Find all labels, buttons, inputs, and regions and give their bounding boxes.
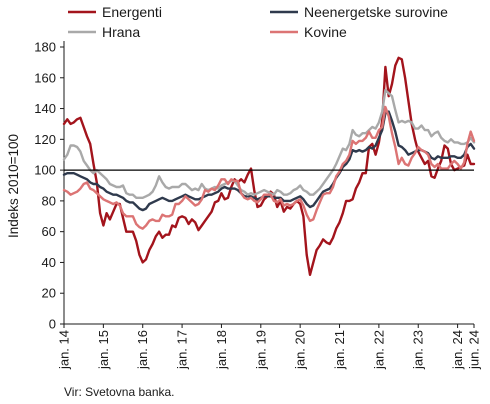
- y-tick-label: 20: [42, 286, 56, 301]
- x-axis: jan. 14 jan. 15 jan. 16 jan. 17 jan. 18 jan. …: [57, 323, 482, 370]
- y-tick-label: 40: [42, 255, 56, 270]
- legend-label-neenergetske-surovine: Neenergetske surovine: [304, 4, 448, 20]
- x-tick-label: jan. 23: [411, 330, 426, 370]
- y-tick-label: 120: [34, 132, 56, 147]
- x-tick-label: jan. 18: [214, 330, 229, 370]
- x-tick-label: jan. 21: [332, 330, 347, 370]
- y-tick-label: 60: [42, 224, 56, 239]
- y-tick-label: 0: [49, 317, 56, 332]
- legend-label-hrana: Hrana: [102, 24, 140, 40]
- source-note: Vir: Svetovna banka.: [64, 385, 175, 399]
- legend: Energenti Neenergetske surovine Hrana Ko…: [68, 4, 448, 40]
- legend-label-kovine: Kovine: [304, 24, 347, 40]
- y-tick-label: 80: [42, 193, 56, 208]
- legend-label-energenti: Energenti: [102, 4, 162, 20]
- y-axis-label: Indeks 2010=100: [6, 134, 21, 238]
- y-axis: 0 20 40 60 80 100 120 140 160 180: [34, 40, 65, 332]
- series-lines: [62, 56, 476, 276]
- legend-item-kovine: Kovine: [270, 24, 347, 40]
- series-line-energenti: [62, 56, 476, 276]
- y-tick-label: 160: [34, 70, 56, 85]
- x-tick-label: jan. 19: [253, 330, 268, 370]
- legend-item-energenti: Energenti: [68, 4, 162, 20]
- y-tick-label: 100: [34, 163, 56, 178]
- x-tick-label: jun. 24: [467, 330, 482, 370]
- series-line-neenergetske-surovine: [62, 110, 476, 212]
- y-tick-label: 180: [34, 40, 56, 55]
- series-line-hrana: [62, 88, 476, 199]
- legend-item-hrana: Hrana: [68, 24, 140, 40]
- x-tick-label: jan. 22: [371, 330, 386, 370]
- series-line-kovine: [62, 105, 476, 230]
- x-tick-label: jan. 17: [175, 330, 190, 370]
- x-tick-label: jan. 15: [96, 330, 111, 370]
- y-tick-label: 140: [34, 101, 56, 116]
- x-tick-label: jan. 16: [135, 330, 150, 370]
- legend-item-neenergetske-surovine: Neenergetske surovine: [270, 4, 448, 20]
- x-tick-label: jan. 24: [450, 330, 465, 370]
- x-tick-label: jan. 14: [57, 330, 72, 370]
- x-tick-label: jan. 20: [293, 330, 308, 370]
